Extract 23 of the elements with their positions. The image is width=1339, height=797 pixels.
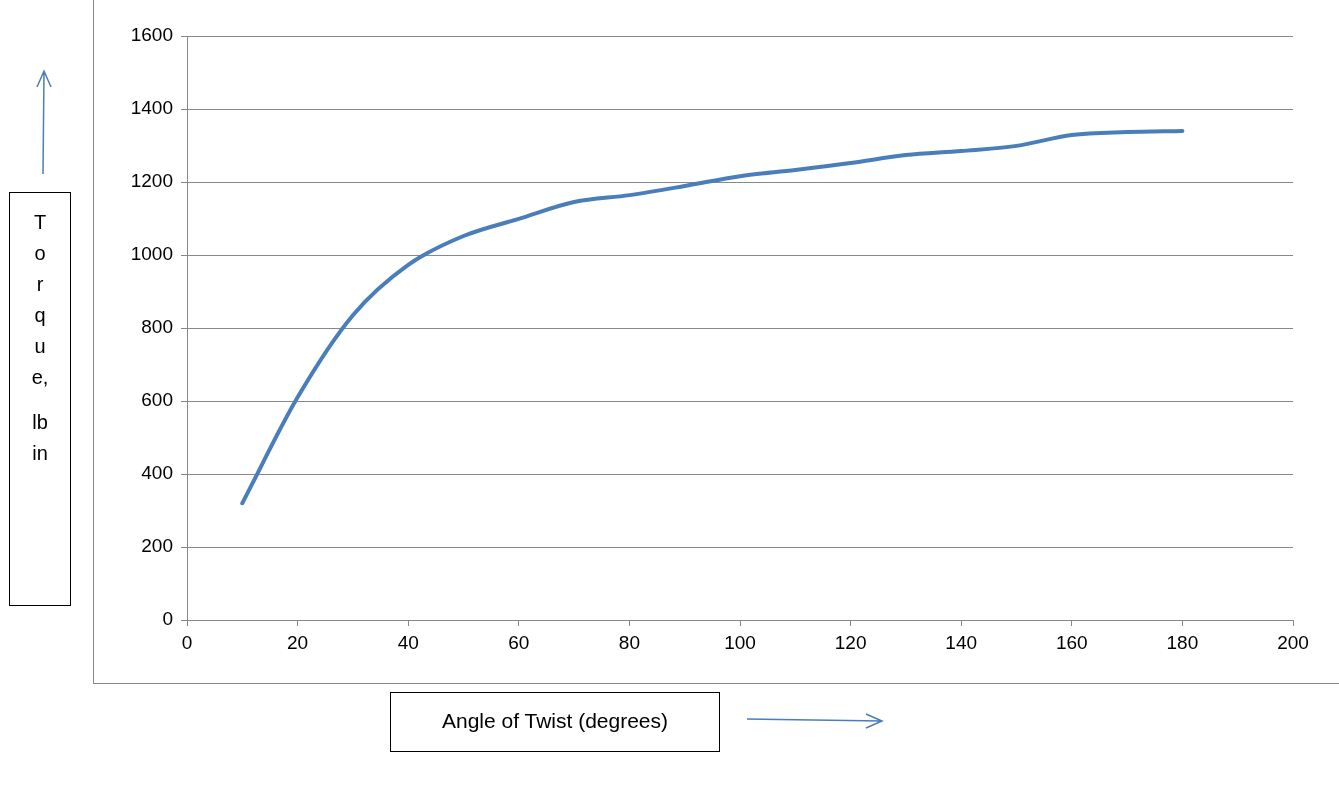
y-tick-label: 800: [141, 316, 173, 338]
x-tick-label: 120: [834, 631, 867, 653]
line-series: [240, 128, 1185, 506]
x-tick-label: 0: [181, 631, 193, 653]
y-tick-label: 400: [141, 462, 173, 484]
y-tick-label: 1400: [130, 97, 173, 119]
x-tick-label: 180: [1166, 631, 1199, 653]
x-tick-label: 60: [508, 631, 530, 653]
y-axis-title: Torque, lb in: [30, 210, 50, 466]
y-tick-label: 200: [141, 535, 173, 557]
y-tick-label: 1200: [130, 170, 173, 192]
y-tick-label: 0: [162, 608, 173, 630]
y-tick-label: 1600: [130, 24, 173, 46]
x-tick-label: 200: [1277, 631, 1309, 653]
y-tick-label: 600: [141, 389, 173, 411]
x-tick-label: 140: [945, 631, 978, 653]
x-tick-label: 40: [397, 631, 419, 653]
x-tick-label: 100: [724, 631, 756, 653]
x-axis-title: Angle of Twist (degrees): [390, 692, 720, 752]
x-tick-label: 80: [618, 631, 640, 653]
y-tick-label: 1000: [130, 243, 173, 265]
x-tick-label: 160: [1055, 631, 1088, 653]
x-tick-label: 20: [287, 631, 309, 653]
